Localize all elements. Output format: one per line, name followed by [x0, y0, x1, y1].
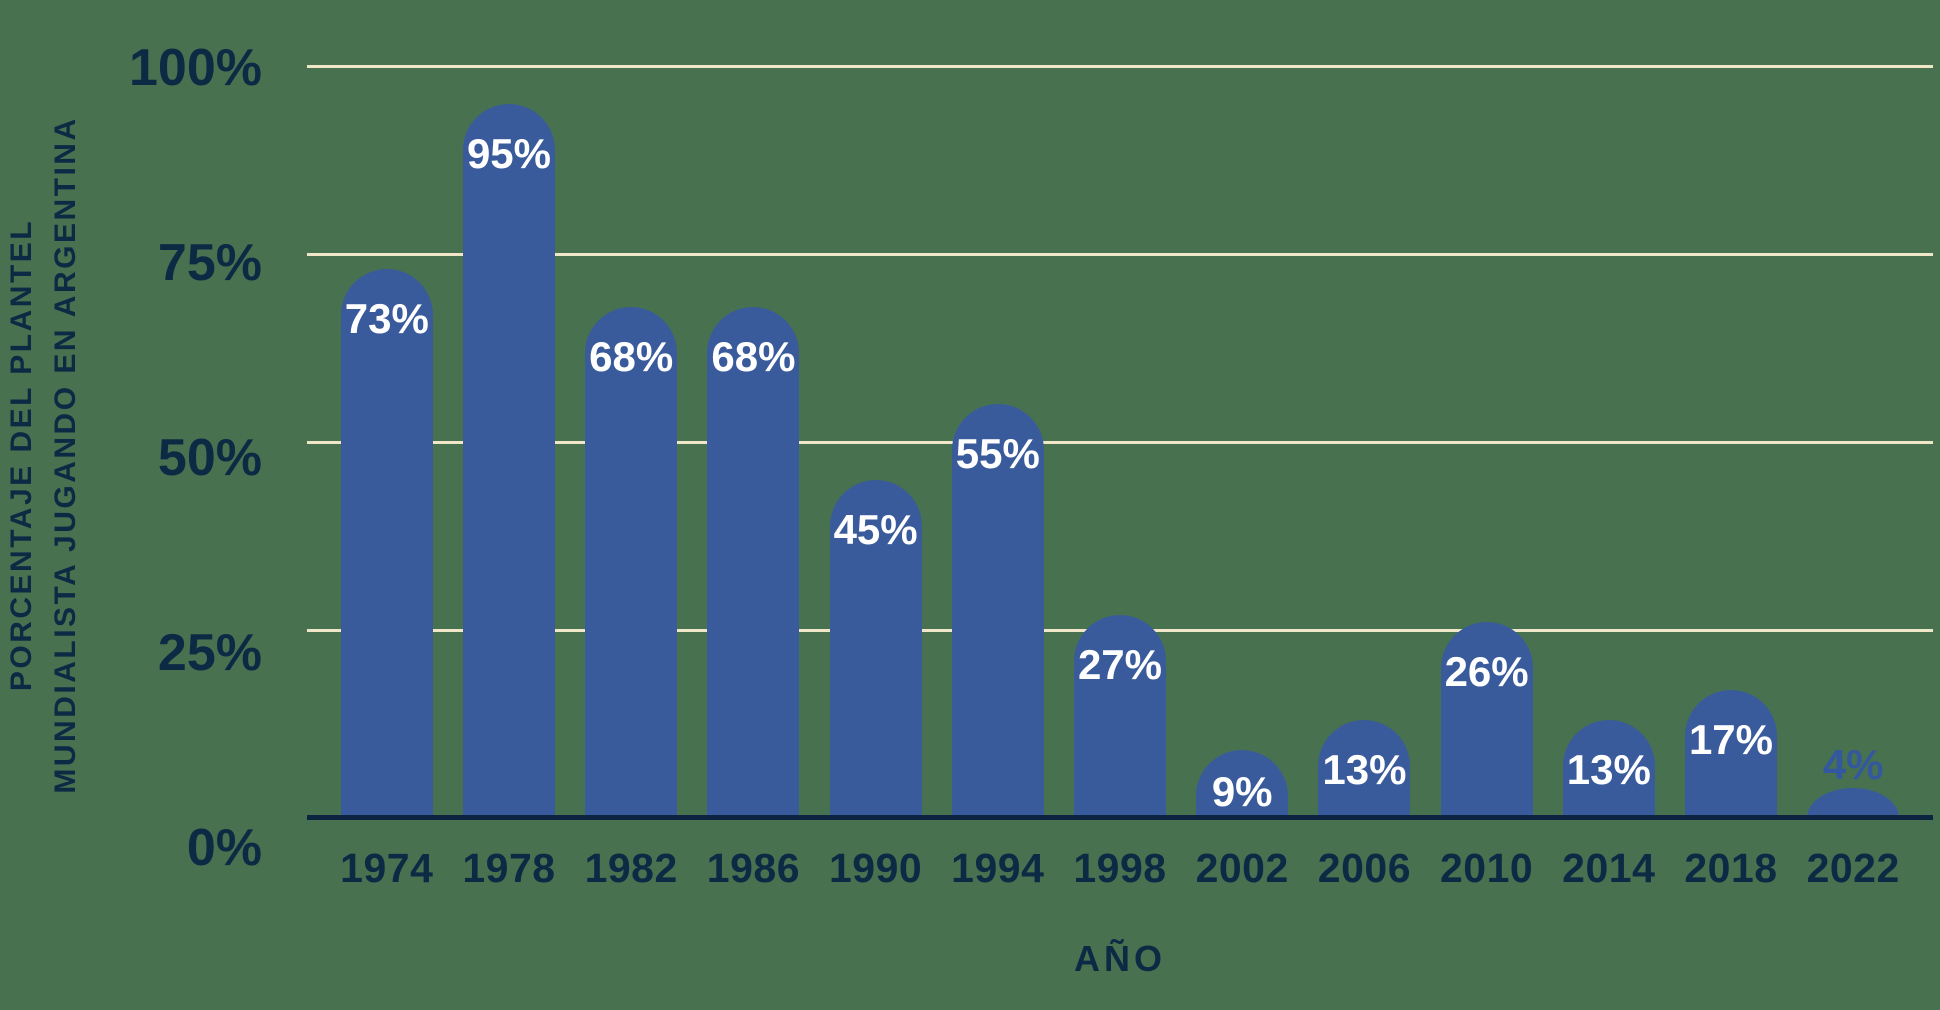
y-tick-100: 100%	[129, 39, 262, 97]
gridline-50	[307, 441, 1933, 444]
bar-value-label-1998: 27%	[1077, 640, 1163, 688]
bar-2018	[1685, 690, 1777, 818]
bar-value-label-1986: 68%	[711, 332, 796, 380]
x-tick-2006: 2006	[1317, 845, 1411, 891]
bar-1978	[463, 103, 555, 818]
bar-value-label-2022: 4%	[1822, 740, 1884, 788]
gridline-100	[307, 65, 1933, 68]
x-tick-2010: 2010	[1439, 845, 1534, 891]
bar-1982	[585, 306, 678, 818]
x-tick-2022: 2022	[1806, 845, 1900, 891]
y-axis-title-line1: PORCENTAJE DEL PLANTEL	[5, 218, 38, 692]
x-tick-1998: 1998	[1073, 845, 1167, 891]
gridline-75	[307, 253, 1933, 256]
bar-value-label-1978: 95%	[466, 129, 552, 177]
bar-2002	[1196, 750, 1289, 818]
x-tick-1986: 1986	[706, 845, 800, 891]
x-axis-line	[307, 815, 1933, 820]
bar-2014	[1562, 720, 1655, 818]
x-tick-1974: 1974	[340, 845, 434, 891]
bar-value-label-2010: 26%	[1444, 648, 1529, 696]
bar-1994	[951, 404, 1044, 818]
y-tick-75: 75%	[157, 234, 262, 292]
bar-value-label-2006: 13%	[1322, 746, 1407, 794]
bar-value-label-2014: 13%	[1566, 746, 1651, 794]
bar-value-label-1994: 55%	[955, 430, 1040, 478]
y-tick-0: 0%	[186, 819, 262, 877]
bar-1974	[340, 269, 433, 818]
bar-value-label-2018: 17%	[1688, 716, 1774, 764]
x-tick-2018: 2018	[1684, 845, 1778, 891]
bar-value-label-2002: 9%	[1211, 768, 1273, 816]
x-tick-1994: 1994	[951, 845, 1045, 891]
x-tick-2002: 2002	[1195, 845, 1289, 891]
bar-2022	[1807, 787, 1900, 818]
x-axis-title: AÑO	[1074, 938, 1166, 979]
bar-value-label-1990: 45%	[833, 505, 918, 553]
bar-1998	[1074, 614, 1166, 818]
bar-value-label-1982: 68%	[589, 332, 674, 380]
y-tick-25: 25%	[157, 624, 262, 682]
bar-2006	[1318, 720, 1411, 818]
y-tick-50: 50%	[157, 429, 262, 487]
bar-2010	[1440, 622, 1533, 818]
x-tick-1982: 1982	[584, 845, 678, 891]
bar-1990	[829, 479, 922, 818]
bar-1986	[707, 306, 800, 818]
x-tick-2014: 2014	[1562, 845, 1656, 891]
x-tick-1990: 1990	[828, 845, 923, 891]
x-tick-1978: 1978	[462, 845, 556, 891]
bar-value-label-1974: 73%	[344, 295, 429, 343]
